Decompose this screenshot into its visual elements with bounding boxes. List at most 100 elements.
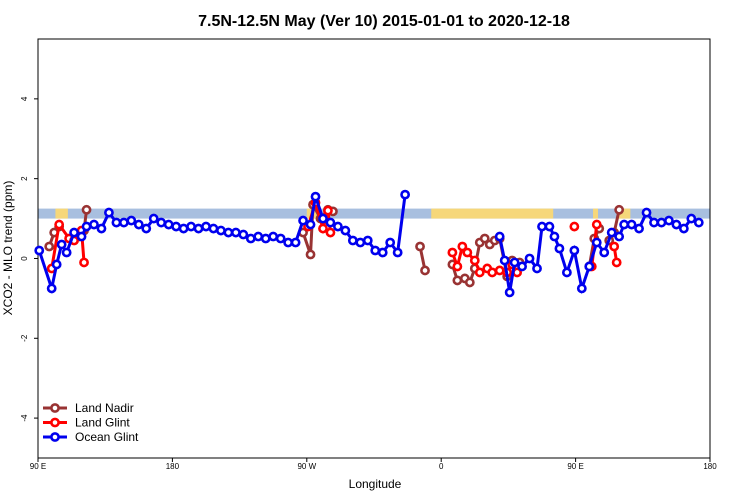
data-point bbox=[457, 241, 468, 252]
data-point bbox=[69, 227, 79, 238]
data-point bbox=[392, 247, 403, 258]
data-point bbox=[76, 231, 87, 242]
data-point bbox=[283, 237, 294, 248]
data-point bbox=[178, 223, 189, 234]
data-point bbox=[193, 223, 204, 234]
data-point bbox=[464, 277, 475, 288]
series-ocean-glint bbox=[34, 189, 704, 298]
data-point bbox=[576, 283, 587, 294]
data-point bbox=[61, 247, 72, 258]
chart-title: 7.5N-12.5N May (Ver 10) 2015-01-01 to 20… bbox=[198, 13, 570, 30]
data-point bbox=[509, 257, 520, 268]
data-point bbox=[693, 217, 704, 228]
data-point bbox=[245, 233, 256, 244]
x-tick-label: 180 bbox=[166, 462, 180, 471]
data-point bbox=[469, 255, 480, 266]
data-point bbox=[634, 223, 644, 234]
data-point bbox=[385, 237, 396, 248]
x-tick-label: 180 bbox=[703, 462, 717, 471]
data-point bbox=[447, 247, 458, 258]
data-point bbox=[118, 217, 129, 228]
data-point bbox=[347, 235, 358, 246]
data-point bbox=[549, 231, 560, 242]
data-point bbox=[355, 237, 366, 248]
data-point bbox=[223, 227, 234, 238]
legend-label: Ocean Glint bbox=[75, 430, 139, 444]
data-point bbox=[544, 221, 555, 232]
data-point bbox=[626, 219, 637, 230]
data-point bbox=[462, 247, 473, 258]
legend-item-land-glint: Land Glint bbox=[43, 416, 130, 430]
data-point bbox=[504, 287, 515, 298]
legend-label: Land Nadir bbox=[75, 401, 134, 415]
data-point bbox=[310, 191, 321, 202]
data-point bbox=[686, 213, 697, 224]
x-tick-label: 90 E bbox=[567, 462, 583, 471]
y-tick-label: -2 bbox=[20, 334, 29, 342]
data-point bbox=[494, 265, 505, 276]
data-point bbox=[171, 221, 182, 232]
data-point bbox=[46, 283, 57, 294]
land-band-3 bbox=[593, 208, 598, 219]
data-point bbox=[290, 237, 301, 248]
data-point bbox=[81, 221, 92, 232]
data-point bbox=[614, 231, 625, 242]
data-point bbox=[499, 255, 510, 266]
data-point bbox=[591, 237, 602, 248]
land-band-4 bbox=[617, 208, 631, 219]
land-band-0 bbox=[55, 208, 68, 219]
data-point bbox=[452, 275, 463, 286]
data-point bbox=[275, 233, 286, 244]
data-point bbox=[611, 257, 622, 268]
data-point bbox=[79, 257, 89, 268]
data-point bbox=[44, 241, 55, 252]
data-point bbox=[370, 245, 381, 256]
data-point bbox=[671, 219, 682, 230]
data-point bbox=[641, 207, 652, 218]
data-point bbox=[584, 261, 595, 272]
data-point bbox=[104, 207, 114, 218]
data-point bbox=[377, 247, 388, 258]
data-point bbox=[325, 217, 336, 228]
legend-item-land-nadir: Land Nadir bbox=[43, 401, 134, 415]
data-point bbox=[186, 221, 196, 232]
y-axis-ticks: -4 -2 0 2 4 bbox=[20, 96, 38, 422]
data-point bbox=[517, 261, 527, 272]
x-axis-label: Longitude bbox=[349, 477, 402, 491]
data-point bbox=[340, 225, 351, 236]
data-point bbox=[268, 231, 279, 242]
data-point bbox=[216, 225, 226, 236]
data-point bbox=[34, 245, 45, 256]
data-point bbox=[678, 223, 689, 234]
data-point bbox=[656, 217, 667, 228]
y-tick-label: -4 bbox=[20, 414, 29, 422]
data-point bbox=[230, 227, 241, 238]
data-point bbox=[420, 265, 430, 276]
x-tick-label: 90 W bbox=[297, 462, 316, 471]
y-axis-label: XCO2 - MLO trend (ppm) bbox=[1, 181, 15, 316]
data-point bbox=[554, 243, 565, 254]
x-axis-ticks: 90 E 180 90 W 0 90 E 180 bbox=[30, 458, 717, 471]
data-point bbox=[474, 267, 485, 278]
legend-marker bbox=[50, 417, 60, 428]
data-point bbox=[599, 247, 610, 258]
data-point bbox=[54, 219, 65, 230]
data-point bbox=[569, 221, 580, 232]
data-point bbox=[163, 219, 174, 230]
data-point bbox=[664, 215, 674, 226]
data-point bbox=[569, 245, 580, 256]
data-point bbox=[561, 267, 572, 278]
data-point bbox=[318, 213, 328, 224]
data-point bbox=[452, 261, 463, 272]
data-point bbox=[333, 221, 343, 232]
x-tick-label: 90 E bbox=[30, 462, 46, 471]
data-point bbox=[81, 204, 92, 215]
y-tick-label: 2 bbox=[20, 176, 29, 181]
data-point bbox=[156, 217, 167, 228]
background-band-group bbox=[38, 208, 710, 219]
data-point bbox=[298, 215, 308, 226]
data-point bbox=[238, 229, 249, 240]
data-point bbox=[111, 217, 122, 228]
